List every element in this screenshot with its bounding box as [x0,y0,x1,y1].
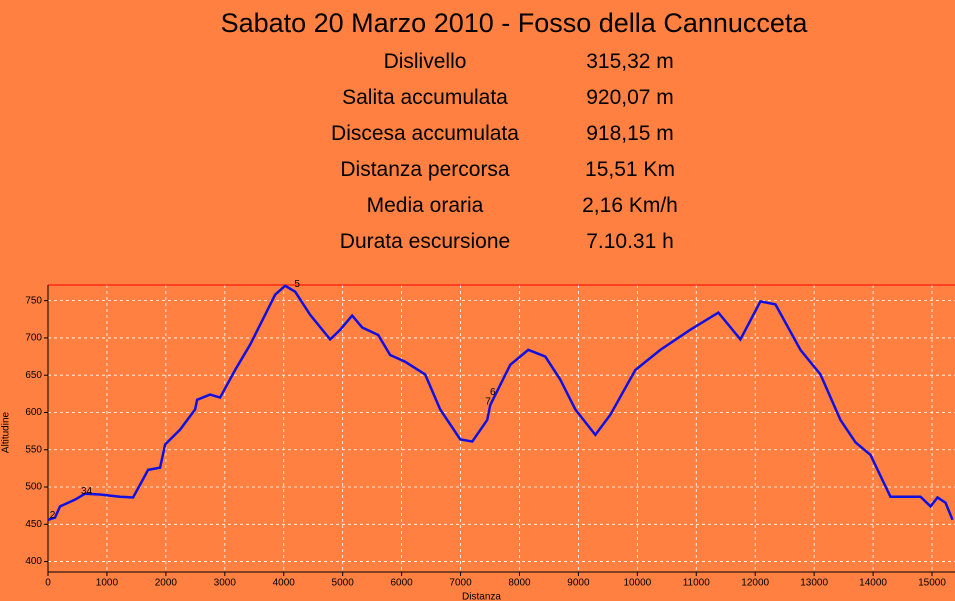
stat-value: 918,15 m [586,122,674,145]
x-tick-label: 4000 [273,578,296,589]
x-tick-label: 6000 [390,578,413,589]
stat-row: Dislivello 315,32 m [0,50,955,80]
y-tick-label: 650 [25,370,42,381]
y-tick-label: 450 [25,519,42,530]
stat-label: Salita accumulata [342,86,508,109]
chart-title: Sabato 20 Marzo 2010 - Fosso della Cannu… [220,8,808,38]
stat-row: Durata escursione 7.10.31 h [0,230,955,260]
waypoint-label: 2 [50,510,56,521]
stat-row: Media oraria 2,16 Km/h [0,194,955,224]
header-panel: Sabato 20 Marzo 2010 - Fosso della Cannu… [0,0,955,285]
y-tick-label: 750 [25,295,42,306]
y-tick-label: 700 [25,333,42,344]
stat-value: 15,51 Km [585,158,675,181]
x-tick-label: 13000 [800,578,828,589]
waypoint-label: 5 [294,279,300,290]
stat-value: 920,07 m [586,86,674,109]
waypoint-label: 34 [81,486,93,497]
stat-label: Dislivello [383,50,467,73]
stat-value: 315,32 m [586,50,674,73]
x-axis-label: Distanza [462,592,501,601]
stat-label: Discesa accumulata [331,122,519,145]
x-tick-label: 15000 [918,578,946,589]
y-tick-label: 550 [25,444,42,455]
waypoint-label: 6 [490,387,496,398]
y-axis-label: Altitudine [1,411,12,453]
stat-label: Distanza percorsa [340,158,510,181]
stat-label: Media oraria [366,194,484,217]
x-tick-label: 0 [45,578,51,589]
x-tick-label: 14000 [859,578,887,589]
waypoint-label: 7 [485,397,491,408]
x-tick-label: 2000 [155,578,178,589]
x-tick-label: 12000 [741,578,769,589]
x-tick-label: 5000 [332,578,355,589]
x-tick-label: 11000 [683,578,711,589]
stat-label: Durata escursione [339,230,511,253]
stat-row: Distanza percorsa 15,51 Km [0,158,955,188]
x-tick-label: 8000 [508,578,531,589]
stat-row: Salita accumulata 920,07 m [0,86,955,116]
y-tick-label: 600 [25,407,42,418]
stat-value: 2,16 Km/h [582,194,678,217]
x-tick-label: 1000 [96,578,119,589]
elevation-line [47,284,954,522]
stat-value: 7.10.31 h [586,230,674,253]
x-tick-label: 7000 [449,578,472,589]
x-tick-label: 3000 [214,578,237,589]
stat-row: Discesa accumulata 918,15 m [0,122,955,152]
x-tick-label: 10000 [623,578,651,589]
y-tick-label: 400 [25,556,42,567]
y-tick-label: 500 [25,482,42,493]
x-tick-label: 9000 [567,578,590,589]
